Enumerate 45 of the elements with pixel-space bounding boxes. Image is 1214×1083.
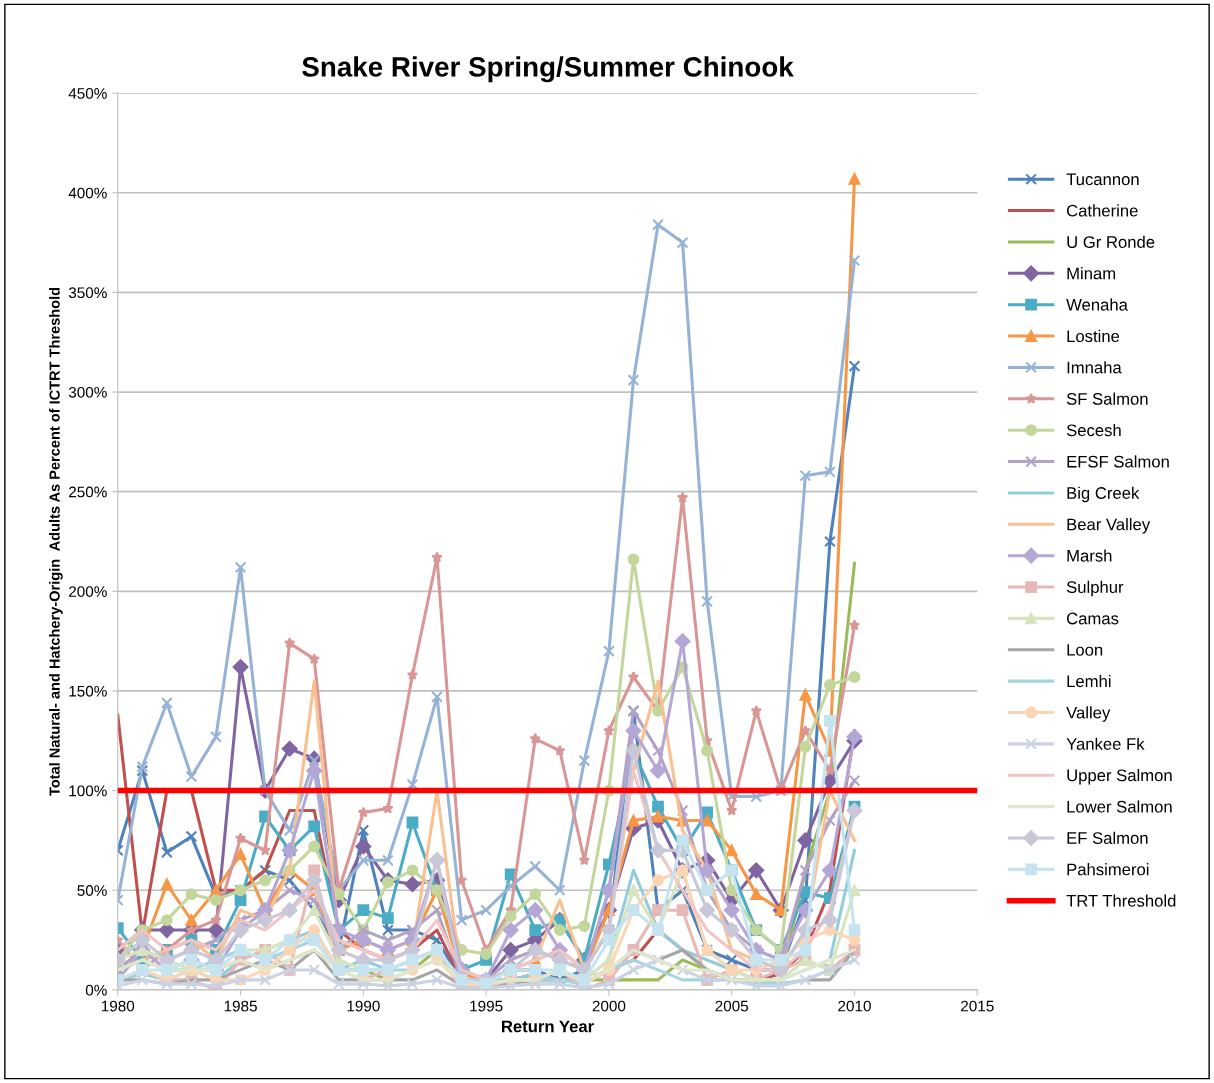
legend-label: Imnaha: [1067, 361, 1122, 374]
legend-label: Secesh: [1066, 423, 1121, 437]
legend-label: Lemhi: [1067, 674, 1111, 688]
legend-label: Big Creek: [1067, 486, 1140, 503]
legend-label: Yankee Fk: [1066, 737, 1145, 750]
x-axis-title: Return Year: [502, 1020, 594, 1033]
legend-label: U Gr Ronde: [1067, 235, 1155, 248]
legend-label: Camas: [1066, 612, 1119, 625]
chart-title: Snake River Spring/Summer Chinook: [302, 56, 794, 83]
y-tick-label: 400%: [68, 187, 107, 199]
y-tick-label: 450%: [68, 88, 107, 99]
legend-label: TRT Threshold: [1066, 894, 1176, 907]
y-tick-label: 0%: [85, 984, 107, 996]
y-tick-label: 250%: [69, 486, 107, 498]
legend-label: Catherine: [1066, 204, 1138, 217]
legend-label: SF Salmon: [1066, 392, 1148, 405]
y-tick-label: 100%: [69, 785, 107, 797]
legend-label: Tucannon: [1066, 173, 1139, 186]
y-tick-label: 150%: [69, 685, 107, 697]
x-tick-label: 2010: [838, 1000, 871, 1012]
y-tick-label: 200%: [69, 586, 107, 597]
x-tick-label: 1995: [470, 1000, 503, 1012]
x-tick-label: 2015: [961, 1000, 994, 1012]
legend-label: Lower Salmon: [1067, 800, 1172, 813]
legend-label: Minam: [1067, 267, 1116, 280]
legend-label: Sulphur: [1066, 580, 1124, 597]
legend-label: Lostine: [1067, 329, 1120, 343]
x-tick-label: 2005: [715, 1000, 749, 1012]
y-tick-label: 50%: [77, 885, 107, 896]
legend-label: EF Salmon: [1067, 831, 1148, 844]
x-tick-label: 2000: [592, 1000, 626, 1012]
legend-label: Marsh: [1067, 549, 1112, 562]
x-tick-label: 1980: [101, 1000, 135, 1012]
legend-label: Wenaha: [1066, 298, 1128, 311]
y-axis-title: Total Natural- and Hatchery-Origin Adults As Percent of ICTRT Threshold: [49, 287, 63, 796]
legend-label: Pahsimeroi: [1067, 863, 1149, 876]
x-tick-label: 1985: [224, 1000, 257, 1012]
y-tick-label: 300%: [68, 386, 107, 398]
legend-label: Bear Valley: [1067, 518, 1151, 534]
legend-label: Loon: [1067, 644, 1103, 656]
legend-label: Upper Salmon: [1067, 769, 1172, 785]
legend-label: Valley: [1066, 706, 1111, 722]
legend-label: EFSF Salmon: [1067, 455, 1169, 468]
x-tick-label: 1990: [347, 1000, 380, 1012]
y-tick-label: 350%: [68, 287, 107, 299]
